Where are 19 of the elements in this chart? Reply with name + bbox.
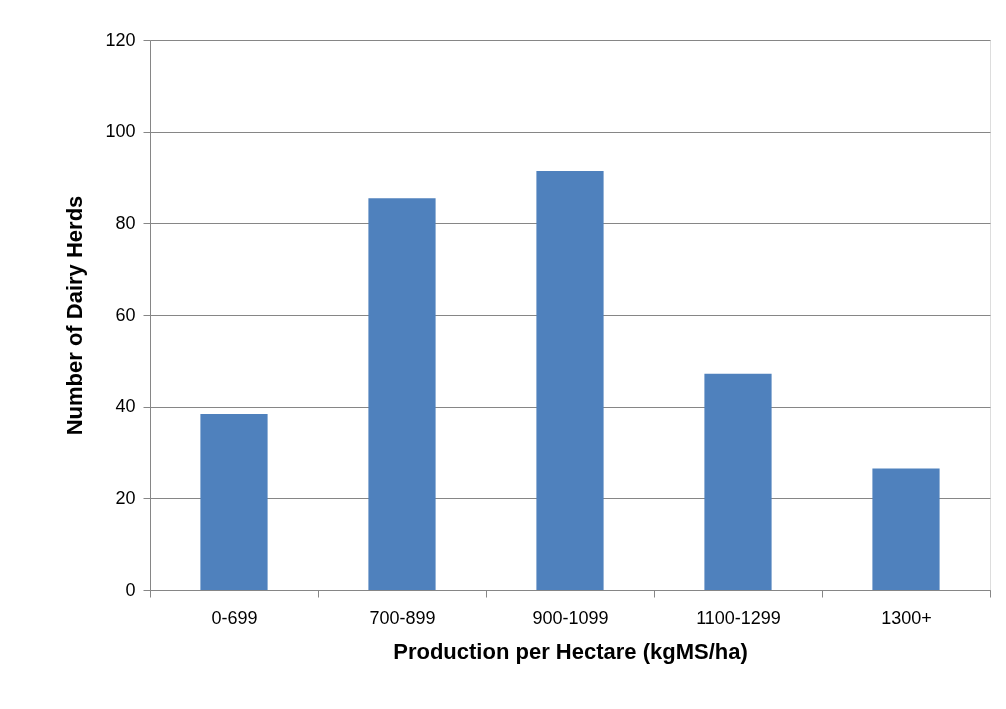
bar bbox=[536, 171, 604, 590]
y-tick-label: 40 bbox=[115, 396, 136, 417]
y-tick-label: 120 bbox=[105, 29, 136, 50]
y-axis-title: Number of Dairy Herds bbox=[62, 195, 88, 436]
y-tick-label: 60 bbox=[115, 304, 136, 325]
bar bbox=[704, 373, 772, 590]
x-tick-label: 1100-1299 bbox=[696, 607, 781, 628]
y-tick-label: 100 bbox=[105, 121, 136, 142]
bar bbox=[368, 198, 436, 590]
x-tick-label: 1300+ bbox=[881, 607, 932, 628]
y-tick-label: 20 bbox=[115, 487, 136, 508]
x-tick-label: 0-699 bbox=[211, 607, 258, 628]
bar bbox=[200, 414, 268, 590]
y-tick-label: 0 bbox=[125, 579, 136, 600]
x-axis-title: Production per Hectare (kgMS/ha) bbox=[393, 638, 748, 664]
bar bbox=[872, 468, 940, 590]
y-tick-label: 80 bbox=[115, 212, 136, 233]
x-tick-label: 900-1099 bbox=[532, 607, 609, 628]
x-tick-label: 700-899 bbox=[369, 607, 436, 628]
